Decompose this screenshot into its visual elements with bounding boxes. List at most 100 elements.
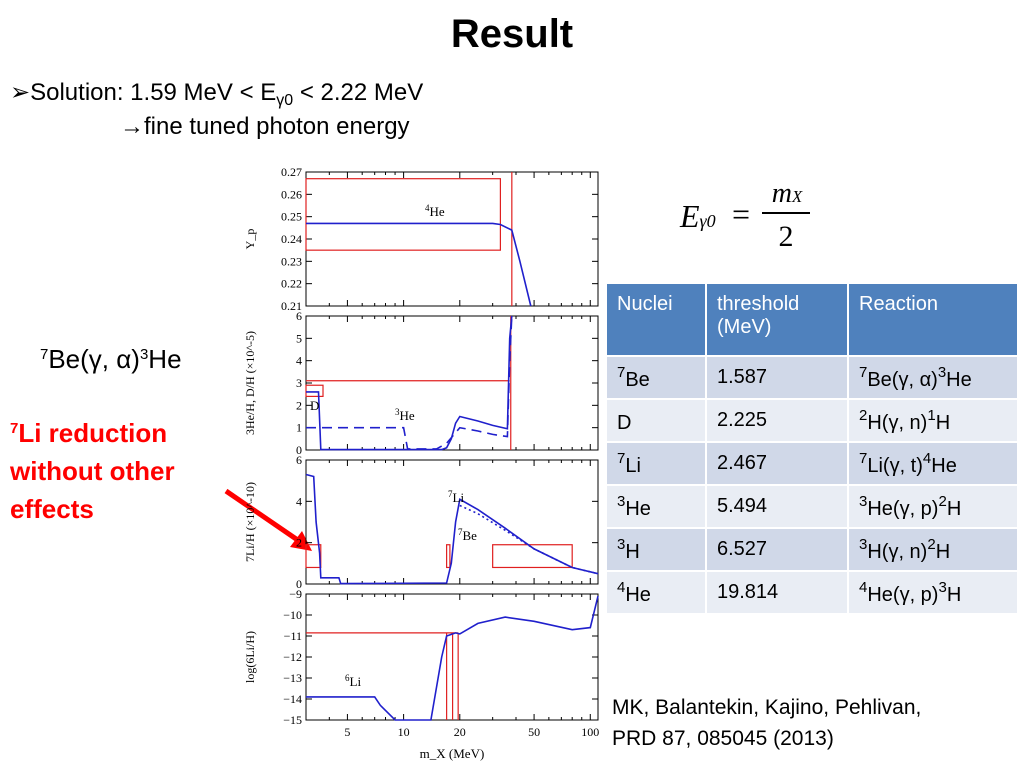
constraint-box: [446, 544, 451, 569]
constraint-box: [305, 544, 322, 569]
plot-frame: [305, 315, 599, 451]
y-tick-label: 0: [296, 577, 302, 591]
nuclei-sup: 7: [617, 449, 626, 467]
constraint-box: [305, 178, 501, 251]
x-tick-label: 20: [454, 725, 466, 739]
reaction-sup-b: 3: [937, 363, 947, 381]
note-line-3: effects: [10, 494, 94, 524]
y-tick-label: 0.24: [281, 232, 302, 246]
reaction-sup-b: 1: [927, 406, 936, 424]
reaction-product: He: [946, 368, 972, 391]
reaction-body: He(γ, p): [867, 583, 939, 606]
reaction-sup-b: 4: [922, 449, 932, 467]
nuclei-sup: 3: [617, 492, 626, 510]
reaction-sup-a: 3: [859, 535, 868, 553]
x-tick-label: 5: [344, 725, 350, 739]
table-row: 7Li 2.467 7Li(γ, t)4He: [605, 441, 1019, 486]
y-tick-label: 1: [296, 421, 302, 435]
fine-tuned-line: →fine tuned photon energy: [120, 113, 410, 141]
y-tick-label: 0.23: [281, 254, 302, 268]
y-tick-label: 0.25: [281, 210, 302, 224]
reaction-sup-b: 2: [938, 492, 947, 510]
note-line-2: without other: [10, 456, 175, 486]
series-annotation: 6Li: [345, 673, 361, 689]
reaction-sup-b: 3: [938, 578, 947, 596]
reaction-body: Li(γ, t): [867, 454, 923, 477]
nuclei-name: D: [617, 411, 632, 434]
series-annotation: 7Be: [458, 527, 477, 543]
x-axis-label: m_X (MeV): [420, 746, 485, 761]
series-annotation: 7Li: [448, 489, 464, 505]
cell-nuclei: 7Li: [605, 441, 707, 486]
nuclei-name: He: [625, 583, 651, 606]
reaction-body: H(γ, n): [867, 540, 928, 563]
table-row: D 2.225 2H(γ, n)1H: [605, 398, 1019, 443]
y-tick-label: 4: [296, 354, 302, 368]
formula-m-sub: X: [791, 187, 803, 206]
nuclei-sup: 7: [617, 363, 626, 381]
table-row: 3He 5.494 3He(γ, p)2H: [605, 484, 1019, 529]
cell-threshold: 2.225: [705, 398, 849, 443]
cell-reaction: 3H(γ, n)2H: [847, 527, 1019, 572]
y-tick-label: 2: [296, 398, 302, 412]
series-annotation: 4He: [425, 203, 445, 219]
note-sup: 7: [10, 420, 19, 437]
reaction-body: H(γ, n): [867, 411, 928, 434]
reaction-sup-1: 7: [40, 346, 49, 363]
formula-fraction-bar: [762, 212, 810, 214]
cell-threshold: 2.467: [705, 441, 849, 486]
li-reduction-note: 7Li reduction without other effects: [10, 410, 240, 528]
constraint-box: [492, 544, 573, 569]
reaction-sup-a: 3: [859, 492, 868, 510]
y-tick-label: 0.22: [281, 277, 302, 291]
series-line: [306, 595, 599, 721]
series-annotation: 3He: [395, 407, 415, 423]
header-nuclei: Nuclei: [605, 282, 707, 357]
y-tick-label: −12: [283, 650, 302, 664]
y-tick-label: −15: [283, 713, 302, 727]
plot-frame: [305, 171, 599, 307]
solution-prefix: Solution: 1.59 MeV < E: [30, 79, 277, 106]
reaction-sup-2: 3: [139, 346, 149, 363]
y-tick-label: −9: [289, 587, 302, 601]
y-tick-label: −11: [284, 629, 302, 643]
table-row: 7Be 1.587 7Be(γ, α)3He: [605, 355, 1019, 400]
formula-e-sub: γ0: [699, 211, 716, 231]
cell-reaction: 2H(γ, n)1H: [847, 398, 1019, 443]
nuclei-sup: 3: [617, 535, 626, 553]
reaction-body: Be(γ, α): [867, 368, 938, 391]
reaction-sup-b: 2: [927, 535, 936, 553]
cell-threshold: 19.814: [705, 570, 849, 615]
solution-suffix: < 2.22 MeV: [293, 79, 424, 106]
y-tick-label: 2: [296, 536, 302, 550]
y-tick-label: 6: [296, 453, 302, 467]
y-tick-label: 0.26: [281, 187, 302, 201]
cell-nuclei: 3He: [605, 484, 707, 529]
cell-nuclei: 4He: [605, 570, 707, 615]
nuclei-name: Li: [625, 454, 641, 477]
solution-bullet: ➢Solution: 1.59 MeV < Eγ0 < 2.22 MeV: [10, 78, 423, 110]
bbn-abundance-plots: 0.21 0.22 0.23 0.24 0.25 0.26 0.27 Y_p 4He 0 1 2 3 4 5…: [243, 165, 599, 761]
nuclei-name: He: [625, 497, 651, 520]
threshold-table: Nuclei threshold (MeV) Reaction 7Be 1.58…: [605, 282, 1019, 615]
y-axis-label: Y_p: [243, 229, 257, 250]
reaction-sup-a: 7: [859, 449, 868, 467]
plot-frame: [305, 459, 599, 585]
y-tick-label: 0.21: [281, 299, 302, 313]
formula-equals: =: [732, 196, 751, 232]
y-tick-label: 5: [296, 331, 302, 345]
header-reaction: Reaction: [847, 282, 1019, 357]
y-axis-label: 7Li/H (×10^-10): [243, 482, 257, 562]
reaction-body: He(γ, p): [867, 497, 939, 520]
nuclei-name: Be: [625, 368, 650, 391]
y-axis-label: 3He/H, D/H (×10^-5): [243, 331, 257, 435]
y-tick-label: −13: [283, 671, 302, 685]
y-tick-label: 0.27: [281, 165, 302, 179]
cell-nuclei: 3H: [605, 527, 707, 572]
reaction-text-1: Be(γ, α): [48, 344, 140, 374]
x-tick-label: 10: [398, 725, 410, 739]
fine-tuned-text: fine tuned photon energy: [144, 113, 410, 140]
left-reaction-label: 7Be(γ, α)3He: [40, 344, 182, 375]
cell-threshold: 6.527: [705, 527, 849, 572]
citation: MK, Balantekin, Kajino, Pehlivan, PRD 87…: [612, 692, 921, 754]
